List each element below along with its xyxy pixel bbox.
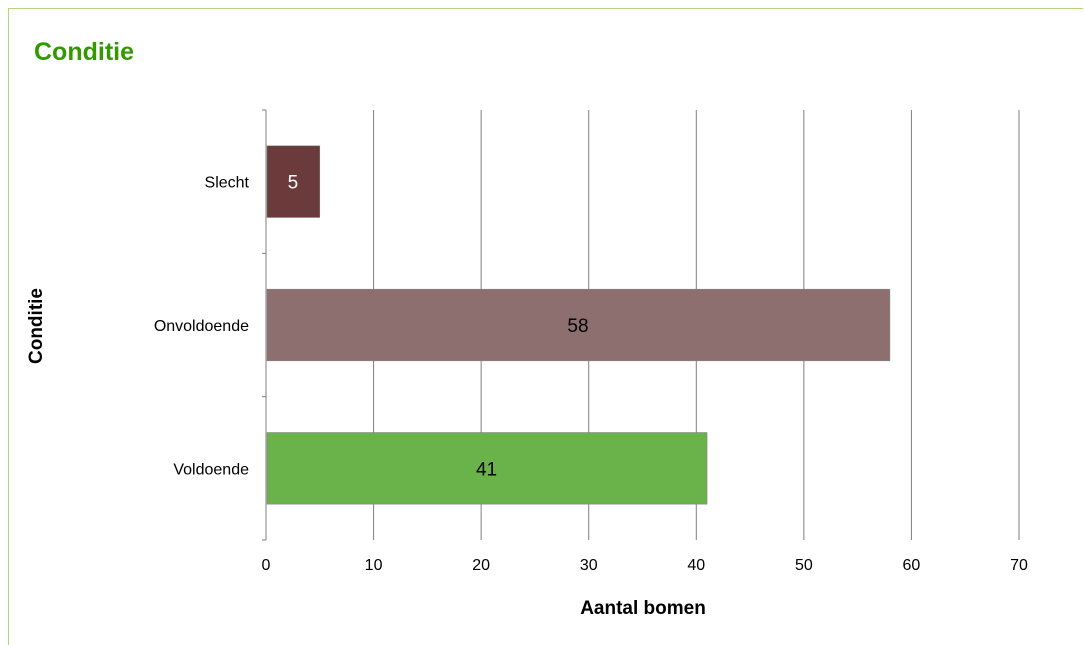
data-label-onvoldoende: 58: [567, 316, 588, 337]
x-tick-label-60: 60: [903, 557, 921, 574]
x-tick-label-30: 30: [580, 557, 598, 574]
bar-slecht: [266, 145, 321, 218]
x-tick-label-40: 40: [687, 557, 705, 574]
x-tick-label-70: 70: [1010, 557, 1028, 574]
y-category-label: Onvoldoende: [154, 318, 249, 335]
bar-onvoldoende: [266, 288, 891, 362]
bars: [266, 145, 891, 505]
x-tick-label-10: 10: [365, 557, 383, 574]
data-label-slecht: 5: [288, 173, 299, 194]
x-axis-title: Aantal bomen: [580, 598, 706, 619]
chart-title: Conditie: [34, 38, 134, 66]
y-axis-title: Conditie: [26, 288, 47, 364]
x-tick-label-0: 0: [262, 557, 271, 574]
data-label-voldoende: 41: [476, 459, 497, 480]
x-tick-label-20: 20: [472, 557, 490, 574]
x-tick-label-50: 50: [795, 557, 813, 574]
labels: 0 10 20 30 40 50 60 70 Slecht 5 Onvoldoende 58 Voldo…: [154, 173, 1028, 574]
y-category-label: Voldoende: [173, 461, 249, 478]
bar-voldoende: [266, 432, 708, 505]
axes: [262, 109, 267, 541]
y-category-label: Slecht: [205, 175, 250, 192]
